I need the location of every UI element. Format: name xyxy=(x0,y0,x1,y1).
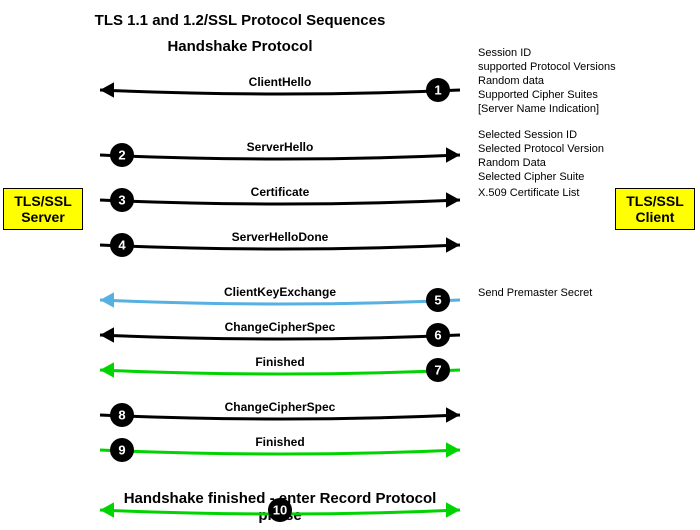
message-note: Send Premaster Secret xyxy=(478,287,592,299)
message-note: Selected Session ID xyxy=(478,129,577,141)
message-note: supported Protocol Versions xyxy=(478,61,616,73)
svg-text:1: 1 xyxy=(434,83,441,98)
message-note: Selected Cipher Suite xyxy=(478,171,584,183)
message-note: Random Data xyxy=(478,157,547,169)
message-arrow xyxy=(100,90,460,94)
message-label: Finished xyxy=(255,435,304,449)
message-note: Selected Protocol Version xyxy=(478,143,604,155)
message-label: Certificate xyxy=(251,185,310,199)
message-label: ClientKeyExchange xyxy=(224,285,336,299)
message-note: X.509 Certificate List xyxy=(478,187,580,199)
svg-text:8: 8 xyxy=(118,408,125,423)
message-arrow xyxy=(100,370,460,374)
message-label: ServerHello xyxy=(247,140,314,154)
svg-text:6: 6 xyxy=(434,328,441,343)
message-arrow xyxy=(100,335,460,339)
svg-text:2: 2 xyxy=(118,148,125,163)
message-arrow xyxy=(100,200,460,204)
message-note: [Server Name Indication] xyxy=(478,103,599,115)
svg-text:10: 10 xyxy=(273,503,287,518)
message-arrow xyxy=(100,300,460,304)
message-label: ChangeCipherSpec xyxy=(225,320,336,334)
svg-text:4: 4 xyxy=(118,238,126,253)
message-note: Supported Cipher Suites xyxy=(478,89,598,101)
message-label: Finished xyxy=(255,355,304,369)
message-note: Session ID xyxy=(478,47,531,59)
message-note: Random data xyxy=(478,75,545,87)
message-arrow xyxy=(100,155,460,159)
svg-text:5: 5 xyxy=(434,293,441,308)
svg-text:7: 7 xyxy=(434,363,441,378)
message-arrow xyxy=(100,415,460,419)
message-label: ServerHelloDone xyxy=(232,230,329,244)
diagram-svg: 1 ClientHello Session ID supported Protocol… xyxy=(0,0,700,530)
message-label: ClientHello xyxy=(249,75,312,89)
svg-text:9: 9 xyxy=(118,443,125,458)
message-arrow xyxy=(100,450,460,454)
message-label: ChangeCipherSpec xyxy=(225,400,336,414)
message-arrow xyxy=(100,245,460,249)
svg-text:3: 3 xyxy=(118,193,125,208)
